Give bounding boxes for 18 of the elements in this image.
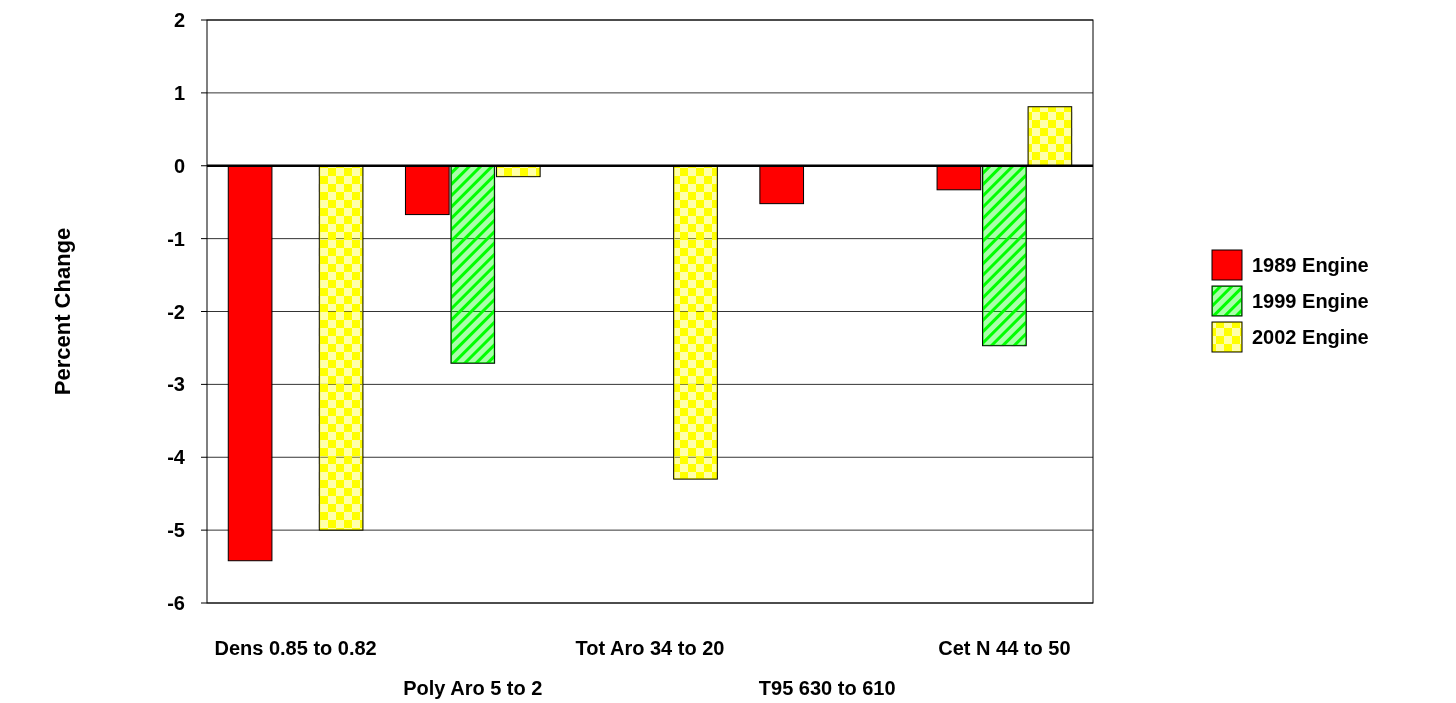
y-tick-label: -2 [167, 300, 185, 323]
y-tick-label: 0 [173, 154, 185, 177]
x-tick-label: Tot Aro 34 to 20 [575, 637, 725, 659]
y-tick-label: 1 [173, 81, 185, 104]
x-tick-label: Dens 0.85 to 0.82 [214, 637, 377, 659]
legend-label: 2002 Engine [1252, 326, 1369, 348]
x-tick-label: Poly Aro 5 to 2 [403, 677, 543, 699]
x-tick-label: T95 630 to 610 [758, 677, 896, 699]
y-tick-label: -6 [167, 592, 185, 614]
legend-label: 1999 Engine [1252, 290, 1369, 312]
y-tick-label: -5 [167, 519, 185, 542]
x-tick-label: Cet N 44 to 50 [938, 637, 1071, 659]
y-axis-title: Percent Change [50, 227, 75, 396]
y-tick-label: -1 [167, 227, 185, 250]
y-tick-label: -3 [167, 373, 185, 396]
y-tick-label: 2 [173, 9, 185, 31]
y-tick-label: -4 [167, 446, 186, 469]
legend-label: 1989 Engine [1252, 254, 1369, 276]
